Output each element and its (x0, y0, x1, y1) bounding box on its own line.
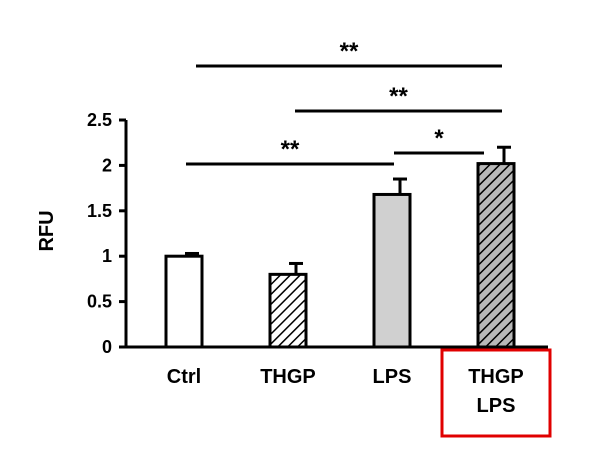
bar (268, 272, 308, 349)
bar (372, 192, 412, 349)
y-tick-label: 2 (102, 155, 112, 175)
category-label: THGP (468, 366, 524, 388)
bar (476, 162, 516, 349)
category-label: Ctrl (167, 366, 201, 388)
highlight-box (440, 348, 552, 438)
y-tick-label: 0.5 (87, 292, 112, 312)
y-tick-label: 1 (102, 246, 112, 266)
bar (164, 254, 204, 349)
significance-label: ** (281, 136, 300, 163)
category-label: LPS (373, 366, 412, 388)
category-labels: Ctrl THGP LPS THGP LPS (167, 348, 552, 438)
significance-label: ** (389, 83, 408, 110)
y-tick-label: 0 (102, 337, 112, 357)
bars (164, 145, 516, 349)
significance-label: * (434, 125, 444, 152)
significance-brackets: ****** * (186, 38, 502, 166)
y-tick-label: 2.5 (87, 110, 112, 130)
significance-label: ** (340, 38, 359, 65)
category-label: LPS (477, 395, 516, 417)
y-tick-label: 1.5 (87, 201, 112, 221)
category-label: THGP (260, 366, 316, 388)
y-axis-label: RFU (36, 210, 58, 251)
